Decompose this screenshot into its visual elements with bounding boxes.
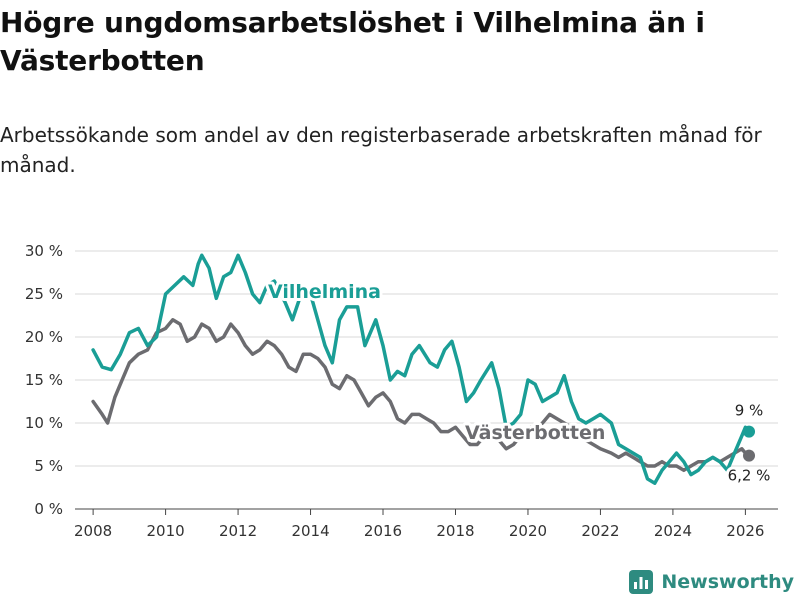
x-tick-label: 2012 bbox=[219, 522, 257, 540]
series-line-vasterbotten bbox=[91, 318, 751, 473]
end-point-vasterbotten bbox=[743, 449, 756, 462]
x-tick-label: 2014 bbox=[291, 522, 329, 540]
series-labels: Vilhelmina Västerbotten 9 % 6,2 % bbox=[265, 278, 773, 488]
x-tick-label: 2008 bbox=[74, 522, 112, 540]
chart-title: Högre ungdomsarbetslöshet i Vilhelmina ä… bbox=[0, 6, 705, 77]
newsworthy-logo[interactable]: Newsworthy bbox=[629, 570, 794, 594]
end-label-vasterbotten: 6,2 % bbox=[728, 467, 771, 485]
y-tick-label: 30 % bbox=[25, 242, 63, 260]
grid-lines bbox=[75, 250, 778, 510]
y-tick-label: 25 % bbox=[25, 285, 63, 303]
series-group bbox=[91, 253, 756, 485]
chart-subtitle: Arbetssökande som andel av den registerb… bbox=[0, 123, 762, 177]
x-tick-label: 2026 bbox=[726, 522, 764, 540]
x-tick-label: 2016 bbox=[364, 522, 402, 540]
x-tick-label: 2010 bbox=[146, 522, 184, 540]
end-point-vilhelmina bbox=[743, 425, 756, 438]
series-label-vilhelmina: Vilhelmina bbox=[268, 281, 381, 303]
bar-chart-icon bbox=[629, 570, 654, 594]
x-axis: 2008 2010 2012 2014 2016 2018 2020 2022 2024 2026 bbox=[74, 509, 764, 540]
y-tick-label: 20 % bbox=[25, 328, 63, 346]
y-tick-label: 10 % bbox=[25, 414, 63, 432]
y-tick-label: 5 % bbox=[34, 457, 63, 475]
end-label-vilhelmina: 9 % bbox=[735, 402, 764, 420]
series-label-vasterbotten: Västerbotten bbox=[465, 422, 605, 444]
y-axis: 0 % 5 % 10 % 15 % 20 % 25 % 30 % bbox=[25, 242, 63, 518]
series-line-vilhelmina bbox=[91, 253, 751, 485]
x-tick-label: 2022 bbox=[581, 522, 619, 540]
x-tick-label: 2020 bbox=[509, 522, 547, 540]
x-tick-label: 2018 bbox=[436, 522, 474, 540]
brand-name: Newsworthy bbox=[661, 571, 794, 593]
y-tick-label: 15 % bbox=[25, 371, 63, 389]
x-tick-label: 2024 bbox=[654, 522, 692, 540]
y-tick-label: 0 % bbox=[34, 500, 63, 518]
